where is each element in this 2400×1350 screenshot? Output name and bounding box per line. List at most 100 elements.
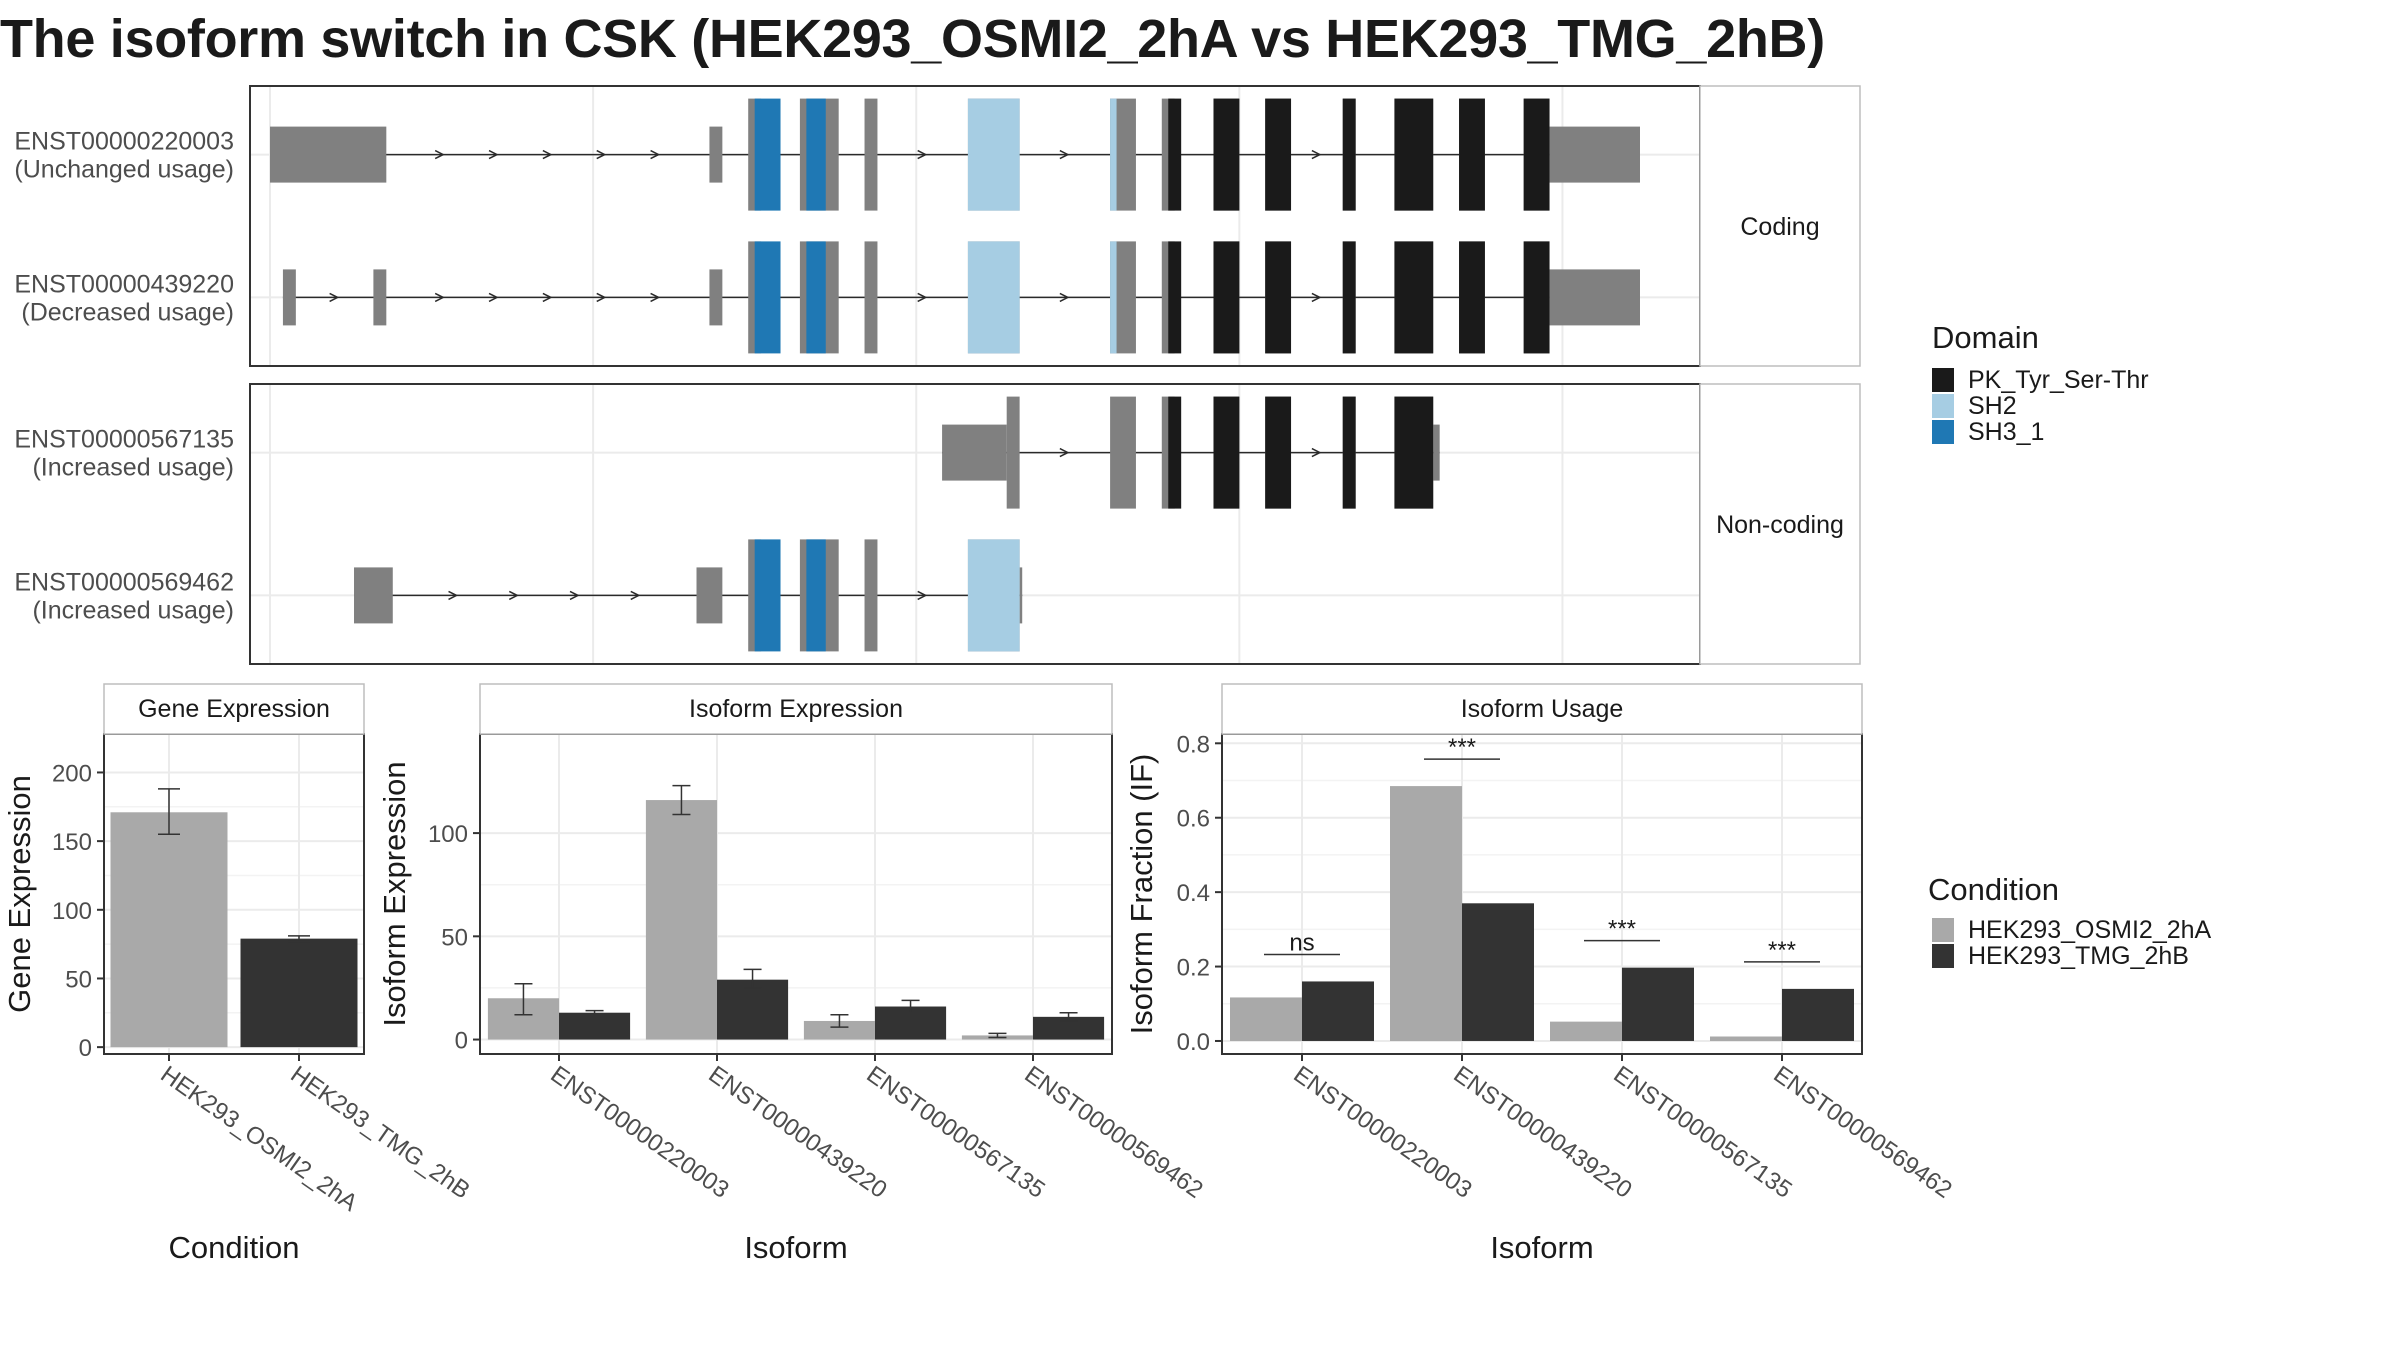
legend-label-domain: SH2: [1968, 392, 2017, 420]
domain-block: [967, 98, 1020, 211]
domain-block: [1342, 241, 1356, 354]
intron-arrow: [1059, 447, 1070, 458]
isoform-id-label: ENST00000220003: [14, 128, 234, 156]
bar: [1710, 1036, 1782, 1041]
intron-arrow: [488, 149, 499, 160]
legend-key-condition: [1932, 944, 1954, 968]
y-tick-label: 0.8: [1177, 731, 1210, 758]
domain-block: [754, 241, 781, 354]
bar: [1033, 1016, 1105, 1040]
legend-title-domain: Domain: [1932, 320, 2039, 355]
domain-block: [967, 241, 1020, 354]
domain-block: [806, 241, 826, 354]
domain-block: [1394, 396, 1434, 509]
domain-block: [1110, 98, 1117, 211]
domain-block: [754, 98, 781, 211]
bar-panel-bg: [480, 734, 1112, 1054]
x-tick-label: ENST00000569462: [1769, 1061, 1957, 1204]
y-tick-label: 50: [441, 924, 468, 951]
domain-block: [1265, 98, 1292, 211]
panel-strip-label: Isoform Expression: [689, 695, 903, 723]
y-tick-label: 0: [455, 1028, 468, 1055]
isoform-usage-label: (Decreased usage): [21, 298, 234, 326]
y-tick-label: 200: [52, 760, 92, 787]
legend-title-condition: Condition: [1928, 872, 2059, 907]
exon: [270, 126, 387, 183]
domain-block: [967, 539, 1020, 652]
intron-arrow: [1311, 292, 1322, 303]
bar: [240, 938, 358, 1048]
panel-strip-label: Gene Expression: [138, 695, 330, 723]
bar: [803, 1020, 875, 1040]
bar: [110, 812, 228, 1048]
domain-block: [1523, 241, 1550, 354]
intron-arrow: [650, 292, 661, 303]
exon: [864, 98, 878, 211]
intron-arrow: [569, 590, 580, 601]
bar: [1390, 786, 1462, 1041]
domain-block: [1394, 241, 1434, 354]
intron-arrow: [630, 590, 641, 601]
intron-arrow: [434, 149, 445, 160]
isoform-usage-label: (Increased usage): [32, 454, 234, 482]
isoform-id-label: ENST00000569462: [14, 568, 234, 596]
intron-arrow: [329, 292, 340, 303]
exon: [864, 539, 878, 652]
facet-strip-label: Non-coding: [1716, 511, 1844, 539]
exon: [373, 269, 387, 326]
exon: [864, 241, 878, 354]
y-tick-label: 0.6: [1177, 806, 1210, 833]
bar: [559, 1012, 631, 1040]
domain-block: [1213, 241, 1240, 354]
facet-strip: [1699, 383, 1861, 665]
y-axis-title: Isoform Expression: [377, 761, 412, 1026]
y-tick-label: 0.2: [1177, 955, 1210, 982]
legend-key-domain: [1932, 394, 1954, 418]
exon: [709, 269, 723, 326]
domain-block: [1394, 98, 1434, 211]
y-tick-label: 100: [52, 898, 92, 925]
exon: [354, 567, 393, 624]
isoform-id-label: ENST00000567135: [14, 426, 234, 454]
bar: [1550, 1021, 1622, 1041]
panel-strip-label: Isoform Usage: [1461, 695, 1624, 723]
bar: [1230, 997, 1302, 1041]
intron-arrow: [1311, 447, 1322, 458]
bar: [1622, 967, 1694, 1041]
x-axis-title: Isoform: [744, 1230, 847, 1265]
facet-strip: [1699, 85, 1861, 367]
domain-block: [1459, 98, 1485, 211]
domain-block: [1168, 98, 1182, 211]
bar: [1302, 981, 1374, 1041]
legend-key-domain: [1932, 420, 1954, 444]
facet-strip: [1221, 683, 1863, 735]
significance-label: ns: [1289, 929, 1314, 956]
x-axis-title: Condition: [169, 1230, 300, 1265]
exon: [1549, 269, 1640, 326]
y-tick-label: 0: [79, 1035, 92, 1062]
domain-block: [1168, 241, 1182, 354]
intron-arrow: [596, 149, 607, 160]
intron-arrow: [917, 292, 928, 303]
legend-label-domain: PK_Tyr_Ser-Thr: [1968, 366, 2149, 394]
intron-arrow: [1311, 149, 1322, 160]
facet-strip: [479, 683, 1113, 735]
domain-block: [1168, 396, 1182, 509]
intron-arrow: [917, 590, 928, 601]
facet-strip-label: Coding: [1740, 213, 1819, 241]
exon: [696, 567, 723, 624]
y-tick-label: 50: [65, 966, 92, 993]
legend-label-condition: HEK293_TMG_2hB: [1968, 942, 2189, 970]
exon: [1006, 396, 1020, 509]
intron-arrow: [488, 292, 499, 303]
intron-arrow: [917, 149, 928, 160]
exon: [709, 126, 723, 183]
domain-block: [1342, 396, 1356, 509]
bar: [645, 800, 717, 1040]
domain-block: [1342, 98, 1356, 211]
isoform-usage-label: (Increased usage): [32, 596, 234, 624]
domain-block: [1523, 98, 1550, 211]
exon: [942, 424, 1007, 481]
bar: [717, 979, 789, 1040]
